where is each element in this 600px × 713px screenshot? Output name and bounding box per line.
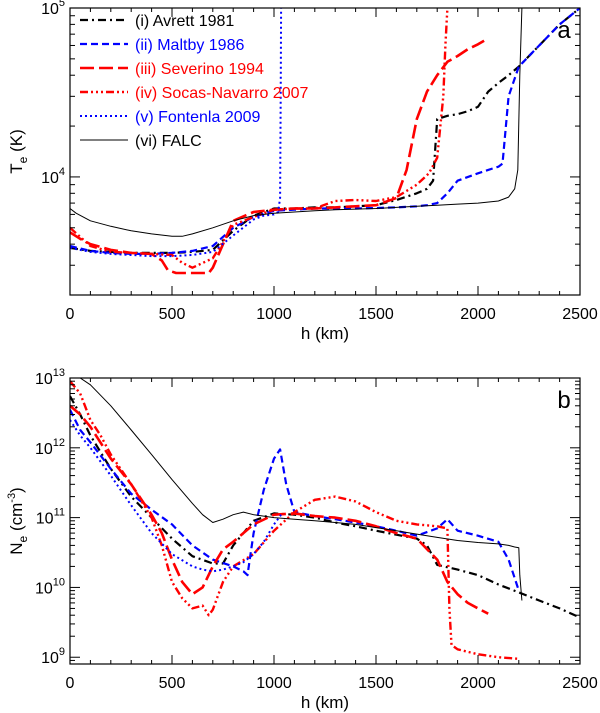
legend-label-vi-falc: (vi) FALC bbox=[135, 133, 202, 150]
panel-a-x-axis-label: h (km) bbox=[301, 324, 349, 343]
panel-a-frame bbox=[69, 7, 581, 296]
panel-b-x-tick-label: 2000 bbox=[460, 675, 496, 692]
legend-label-v-fontenla-2009: (v) Fontenla 2009 bbox=[135, 109, 261, 126]
panel-a: 0 500 1000 1500 2000 2500 104 105 a h (km) Te (… bbox=[7, 0, 598, 343]
panel-b-x-axis-label: h (km) bbox=[301, 693, 349, 712]
panel-a-y-tick-label: 104 bbox=[41, 166, 65, 187]
legend-label-iii-severino-1994: (iii) Severino 1994 bbox=[135, 61, 264, 78]
panel-b-ticks: 0 500 1000 1500 2000 2500 109 1010 1011 1012 1013 bbox=[35, 367, 598, 692]
panel-b-y-tick-label: 109 bbox=[41, 646, 65, 667]
panel-a-y-axis-label-main: T bbox=[7, 163, 26, 173]
panel-b-x-tick-label: 1000 bbox=[256, 675, 292, 692]
panel-b-y-axis-label: Ne (cm-3) bbox=[6, 487, 30, 554]
panel-b-x-tick-label: 0 bbox=[66, 675, 75, 692]
panel-a-series bbox=[70, 8, 580, 275]
panel-a-ticks: 0 500 1000 1500 2000 2500 104 105 bbox=[41, 0, 598, 323]
panel-b-y-tick-label: 1010 bbox=[35, 576, 65, 597]
panel-a-y-axis-label: Te (K) bbox=[7, 129, 30, 173]
panel-a-x-tick-label: 2000 bbox=[460, 306, 496, 323]
panel-b-series-vi-falc bbox=[70, 378, 523, 601]
panel-b-y-axis-label-sub: e bbox=[16, 535, 30, 542]
panel-b-y-axis-label-main: N bbox=[7, 542, 26, 554]
panel-b-y-tick-label: 1013 bbox=[35, 367, 65, 388]
panel-b-series-ii-maltby-1986 bbox=[70, 409, 520, 591]
panel-a-series-ii-maltby-1986 bbox=[70, 8, 580, 255]
legend-label-ii-maltby-1986: (ii) Maltby 1986 bbox=[135, 37, 244, 54]
panel-a-legend: (i) Avrett 1981 (ii) Maltby 1986 (iii) Sev… bbox=[80, 13, 309, 150]
panel-a-x-tick-label: 1000 bbox=[256, 306, 292, 323]
panel-b-y-tick-label: 1011 bbox=[36, 507, 65, 528]
panel-a-series-vi-falc bbox=[70, 8, 523, 237]
panel-a-y-axis-label-sub: e bbox=[16, 156, 30, 163]
panel-a-y-axis-label-unit: (K) bbox=[7, 129, 26, 156]
legend-label-i-avrett-1981: (i) Avrett 1981 bbox=[135, 13, 234, 30]
panel-b-series-iv-socas-navarro-2007 bbox=[70, 380, 519, 660]
panel-b-y-axis-label-unit-pre: (cm bbox=[7, 503, 26, 536]
panel-a-x-tick-label: 2500 bbox=[562, 306, 598, 323]
panel-b-y-axis-label-unit-exp: -3 bbox=[6, 493, 18, 503]
panel-a-series-iv-socas-navarro-2007 bbox=[70, 8, 449, 269]
panel-b: 0 500 1000 1500 2000 25001091010101110121013 … bbox=[6, 367, 598, 712]
panel-b-x-tick-label: 500 bbox=[159, 675, 186, 692]
panel-a-label: a bbox=[557, 17, 571, 44]
panel-a-series-v-fontenla-2009 bbox=[70, 8, 283, 258]
panel-b-y-tick-label: 1012 bbox=[35, 437, 65, 458]
panel-a-x-tick-label: 1500 bbox=[358, 306, 394, 323]
legend-label-iv-socas-navarro-2007: (iv) Socas-Navarro 2007 bbox=[135, 85, 309, 102]
panel-b-y-axis-label-unit-post: ) bbox=[7, 487, 26, 493]
panel-a-x-tick-label: 0 bbox=[66, 306, 75, 323]
panel-b-x-tick-label: 1500 bbox=[358, 675, 394, 692]
panel-a-x-tick-label: 500 bbox=[159, 306, 186, 323]
panel-b-x-tick-label: 2500 bbox=[562, 675, 598, 692]
panel-a-series-iii-severino-1994 bbox=[70, 39, 485, 275]
panel-b-series bbox=[70, 378, 580, 660]
panel-b-series-iii-severino-1994 bbox=[70, 404, 489, 615]
panel-a-y-tick-label: 105 bbox=[41, 0, 65, 18]
panel-b-label: b bbox=[557, 387, 570, 414]
